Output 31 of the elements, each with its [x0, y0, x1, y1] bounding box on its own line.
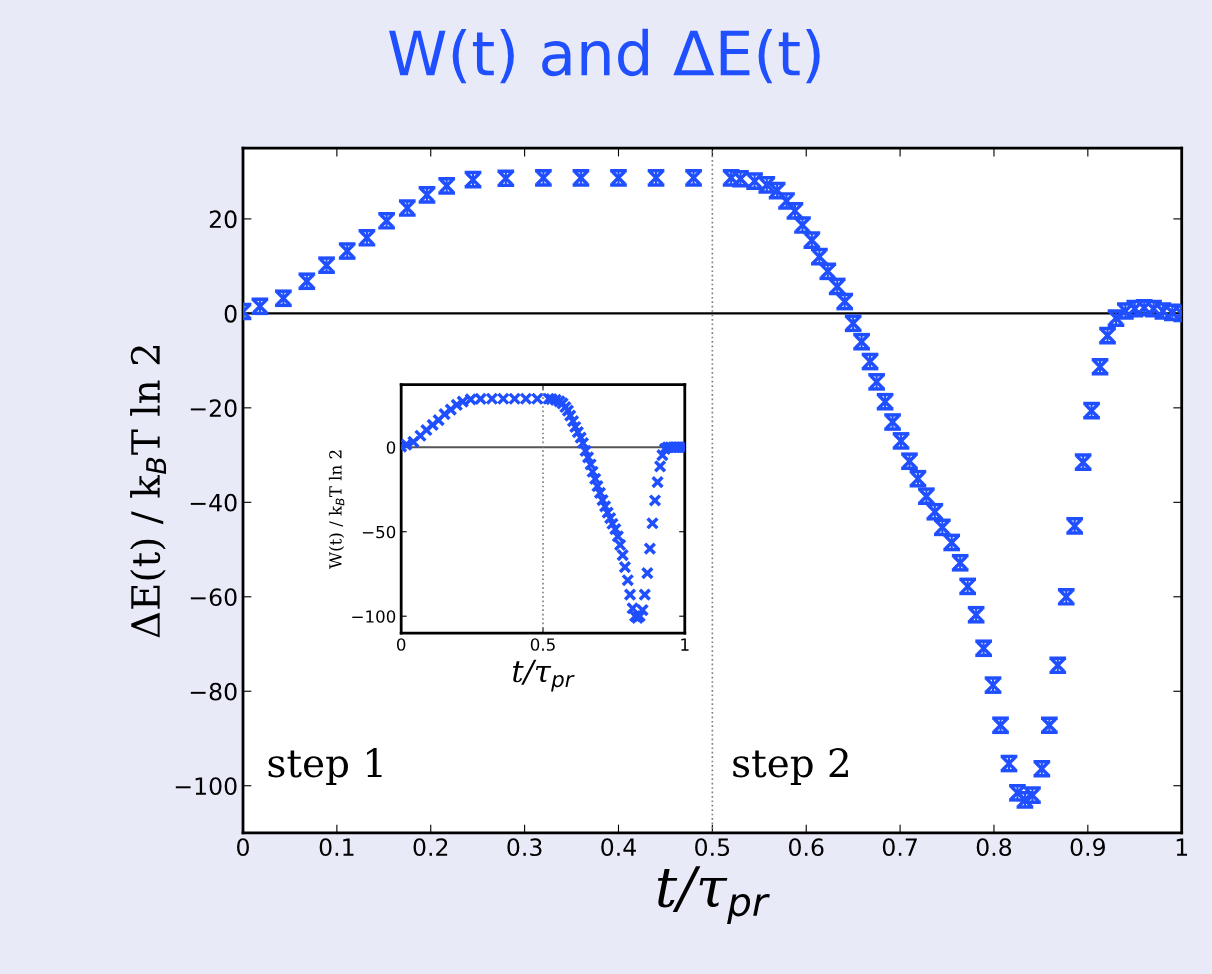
annotation: step 2: [733, 748, 848, 786]
x-tick-label: 0.5: [695, 838, 730, 857]
x-tick-label: 0.1: [319, 838, 354, 857]
y-tick-label: −80: [190, 682, 237, 701]
y-tick-label: −40: [190, 493, 237, 512]
x-tick-label: 0.7: [882, 838, 917, 857]
annotation: step 1: [268, 748, 382, 786]
y-tick-label: −100: [352, 610, 396, 623]
y-tick-label: −100: [175, 777, 237, 796]
x-tick-label: 0.5: [530, 638, 555, 651]
y-tick-label: −60: [190, 588, 237, 607]
x-tick-label: 0.6: [789, 838, 824, 857]
y-tick-label: 0: [386, 441, 396, 454]
y-axis-title: ΔE(t) / k$_{B}$T ln 2: [130, 346, 167, 638]
x-tick-label: 1: [1176, 838, 1188, 856]
y-tick-label: −50: [362, 525, 396, 539]
y-tick-label: 0: [224, 304, 237, 323]
x-tick-label: 1: [681, 638, 689, 651]
x-axis-title: t/τ$_{pr}$: [657, 866, 770, 924]
y-tick-label: −20: [190, 399, 237, 418]
x-tick-label: 0.2: [413, 838, 448, 857]
x-tick-label: 0.3: [507, 838, 542, 857]
x-tick-label: 0: [396, 638, 406, 651]
x-axis-title: t/τ$_{pr}$: [513, 659, 575, 692]
x-tick-label: 0.4: [601, 838, 636, 857]
x-tick-label: 0.9: [1070, 838, 1105, 857]
x-tick-label: 0.8: [976, 838, 1012, 857]
y-tick-label: 20: [209, 210, 237, 229]
chart-title: W(t) and ΔE(t): [389, 28, 820, 84]
x-tick-label: 0: [237, 838, 249, 857]
y-axis-title: W(t) / k$_{B}$T ln 2: [328, 450, 345, 569]
